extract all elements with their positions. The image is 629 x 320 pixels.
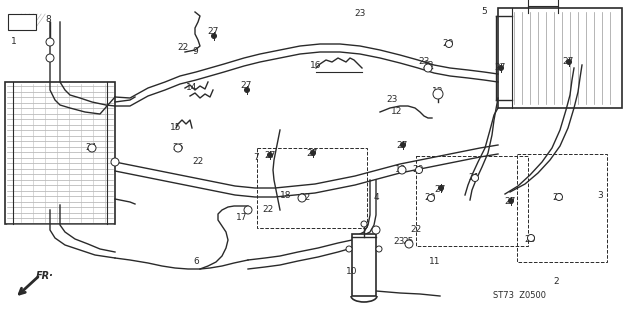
Circle shape — [244, 206, 252, 214]
Bar — [498, 8, 622, 108]
Text: 21: 21 — [469, 173, 480, 182]
Circle shape — [472, 174, 479, 181]
Circle shape — [405, 240, 413, 248]
Text: 28: 28 — [422, 60, 433, 69]
Text: 27: 27 — [240, 82, 252, 91]
Text: 27: 27 — [306, 149, 318, 158]
Circle shape — [245, 87, 250, 92]
Circle shape — [46, 38, 54, 46]
Text: 27: 27 — [494, 63, 506, 73]
Circle shape — [416, 166, 423, 173]
Circle shape — [401, 142, 406, 148]
Circle shape — [298, 194, 306, 202]
Text: ST73  Z0500: ST73 Z0500 — [493, 291, 546, 300]
Text: 4: 4 — [373, 194, 379, 203]
Circle shape — [46, 54, 54, 62]
Text: 15: 15 — [170, 124, 182, 132]
Bar — [257, 148, 367, 228]
Text: 9: 9 — [192, 47, 198, 57]
Circle shape — [361, 221, 367, 227]
Text: 8: 8 — [45, 15, 51, 25]
Text: 27: 27 — [396, 141, 408, 150]
Text: 26: 26 — [172, 142, 184, 151]
Text: 18: 18 — [281, 191, 292, 201]
Text: 22: 22 — [192, 157, 204, 166]
Circle shape — [346, 246, 352, 252]
Circle shape — [428, 195, 435, 202]
Text: 27: 27 — [504, 197, 516, 206]
Bar — [517, 154, 607, 262]
Circle shape — [528, 235, 535, 242]
Circle shape — [372, 226, 380, 234]
Circle shape — [88, 144, 96, 152]
Circle shape — [398, 166, 406, 174]
Text: 27: 27 — [434, 186, 446, 195]
Text: 5: 5 — [481, 7, 487, 17]
Text: 3: 3 — [597, 191, 603, 201]
Circle shape — [438, 186, 443, 190]
Text: 1: 1 — [11, 37, 17, 46]
Text: 11: 11 — [429, 257, 441, 266]
Circle shape — [555, 194, 562, 201]
Text: 20: 20 — [442, 39, 454, 49]
Text: FR·: FR· — [36, 271, 54, 281]
Circle shape — [424, 64, 432, 72]
Text: 25: 25 — [403, 237, 414, 246]
Text: 16: 16 — [310, 61, 322, 70]
Circle shape — [445, 41, 452, 47]
Text: 22: 22 — [177, 44, 189, 52]
Circle shape — [508, 198, 513, 204]
Circle shape — [311, 150, 316, 156]
Text: 19: 19 — [395, 165, 407, 174]
Bar — [8, 14, 36, 30]
Circle shape — [267, 153, 272, 157]
Text: 27: 27 — [264, 151, 276, 161]
Bar — [5, 82, 115, 224]
Bar — [352, 234, 376, 296]
Text: 14: 14 — [186, 84, 198, 92]
Text: 12: 12 — [391, 107, 403, 116]
Text: 10: 10 — [346, 268, 358, 276]
Text: 20: 20 — [425, 194, 436, 203]
Text: 23: 23 — [393, 237, 404, 246]
Text: 20: 20 — [525, 236, 536, 244]
Text: 6: 6 — [193, 258, 199, 267]
Text: 13: 13 — [432, 86, 443, 95]
Text: 27: 27 — [562, 58, 574, 67]
Text: 2: 2 — [553, 276, 559, 285]
Text: 27: 27 — [208, 28, 219, 36]
Circle shape — [567, 60, 572, 65]
Text: 22: 22 — [299, 194, 311, 203]
Text: 24: 24 — [86, 143, 97, 153]
Text: 22: 22 — [262, 205, 274, 214]
Circle shape — [174, 144, 182, 152]
Text: 17: 17 — [237, 213, 248, 222]
Circle shape — [499, 66, 503, 70]
Bar — [416, 156, 528, 246]
Circle shape — [211, 34, 216, 38]
Text: 21: 21 — [552, 194, 564, 203]
Circle shape — [433, 89, 443, 99]
Text: 7: 7 — [253, 153, 259, 162]
Circle shape — [376, 246, 382, 252]
Text: 20: 20 — [413, 165, 424, 174]
Text: 22: 22 — [410, 226, 421, 235]
Text: 23: 23 — [418, 58, 430, 67]
Circle shape — [111, 158, 119, 166]
Text: 23: 23 — [354, 10, 365, 19]
Text: 23: 23 — [386, 95, 398, 105]
